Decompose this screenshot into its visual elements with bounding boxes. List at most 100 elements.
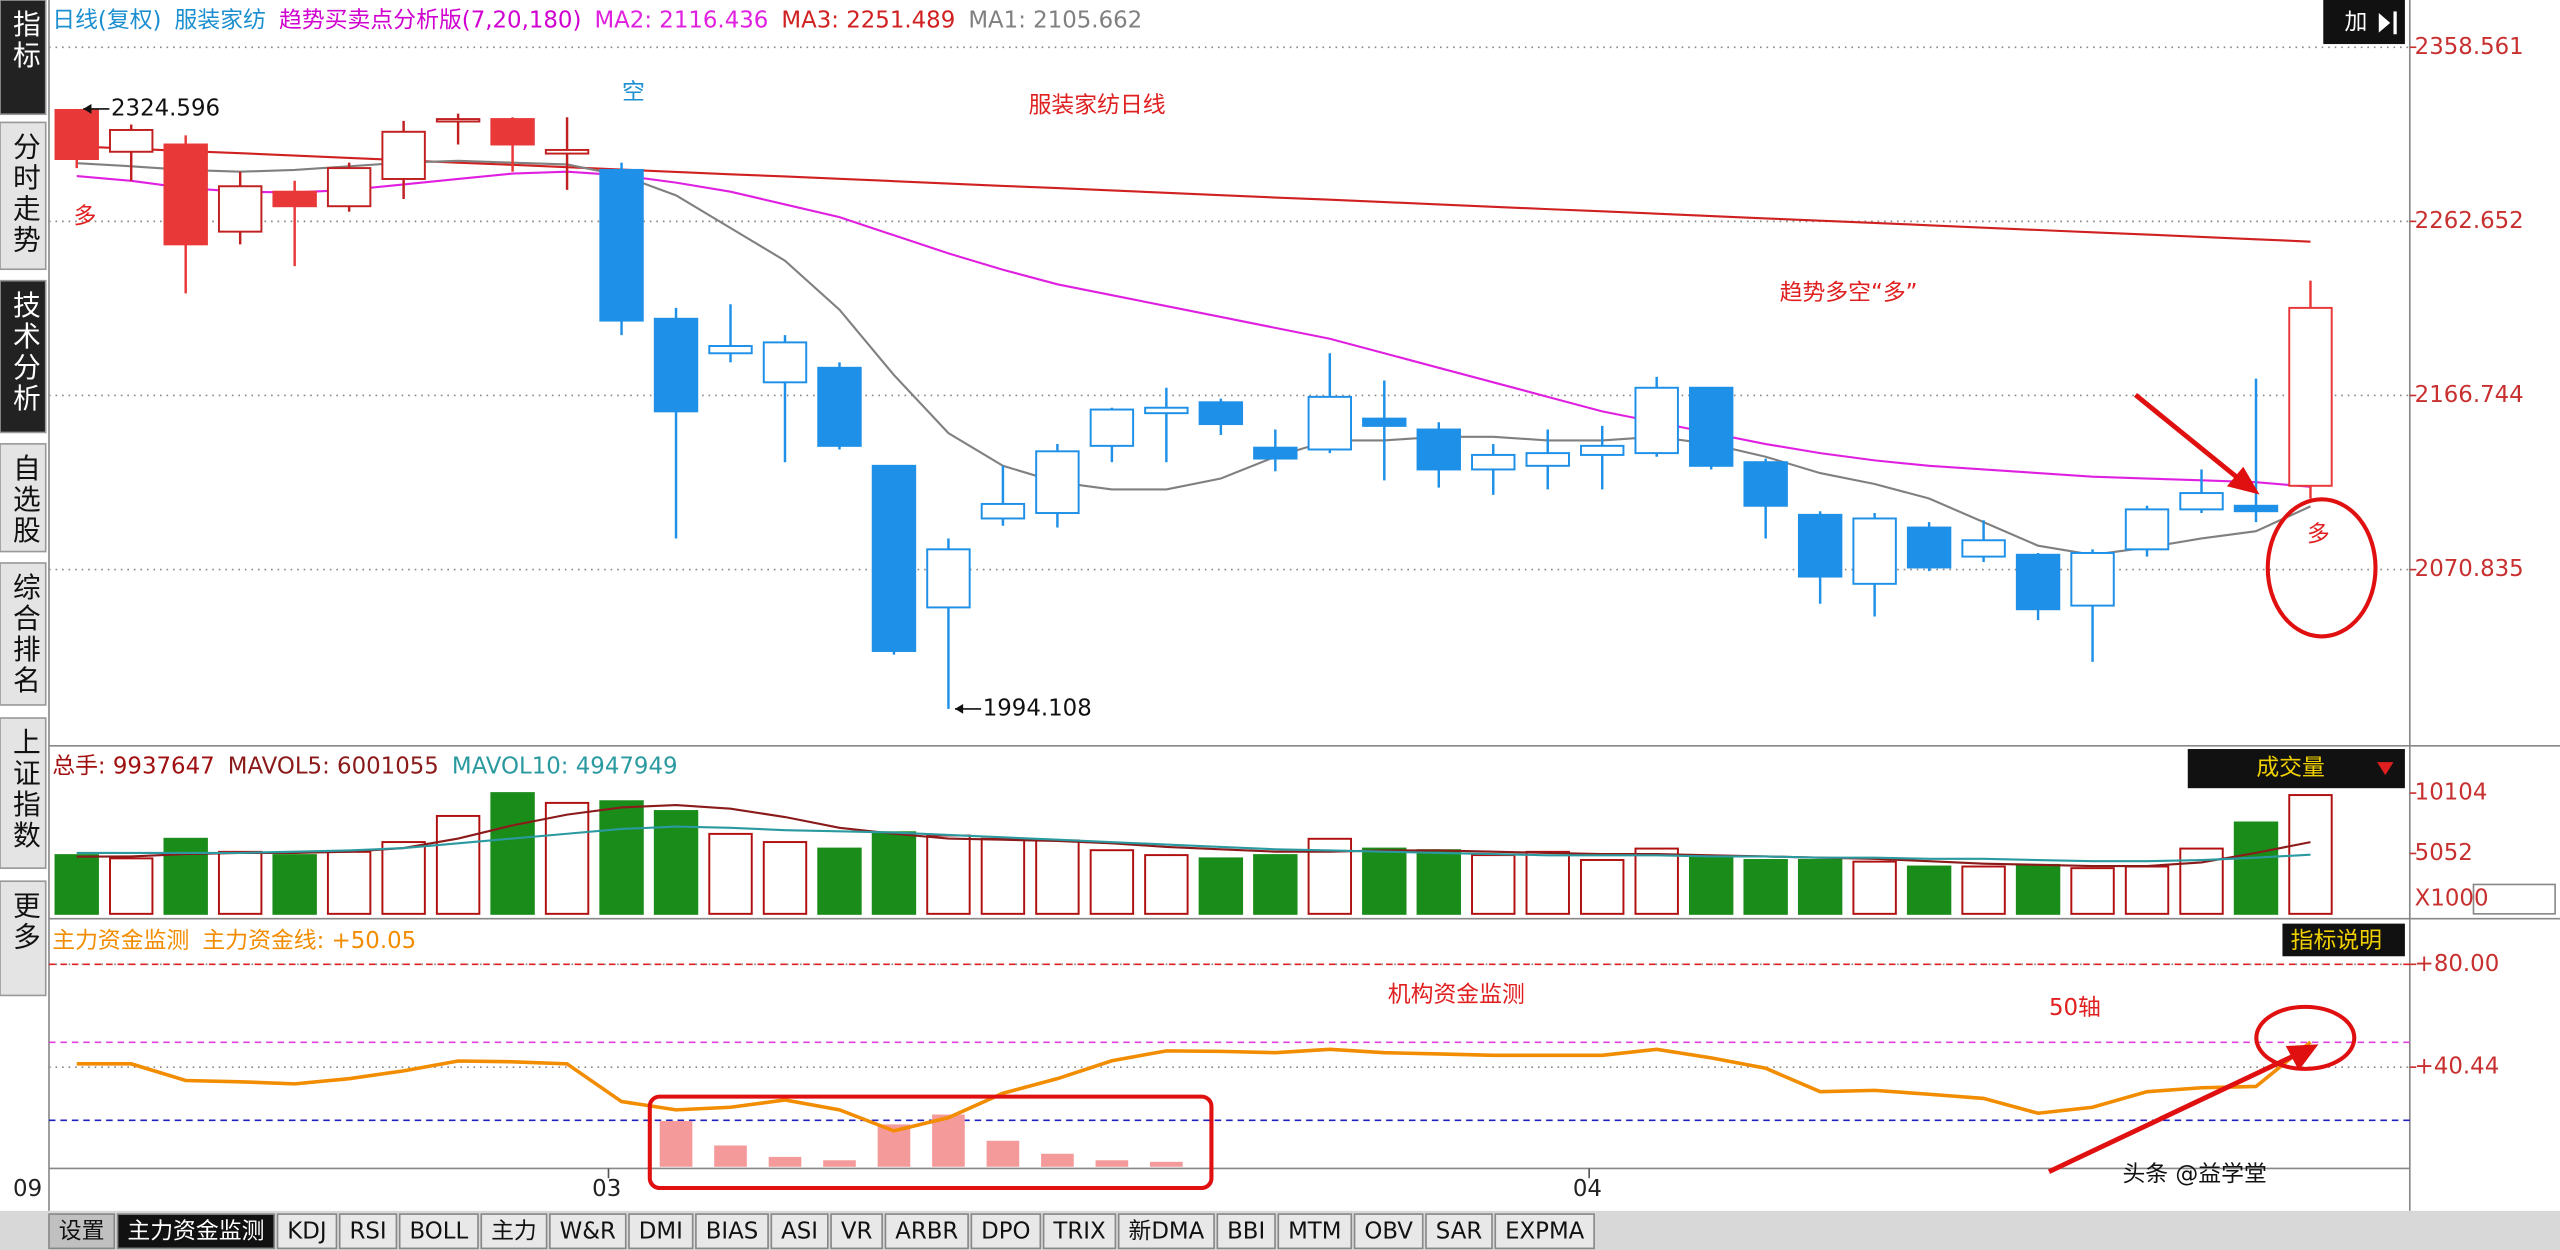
button-bg[interactable] [2282, 923, 2405, 957]
arrow-head [2285, 1044, 2319, 1071]
sidebar-tab-bg[interactable] [0, 562, 47, 706]
highlight-circle [2254, 1004, 2357, 1071]
tab-bg[interactable] [48, 1213, 116, 1250]
tab-bg[interactable] [1353, 1213, 1424, 1250]
volume-bar [1634, 847, 1679, 915]
legend-entry: MAVOL5: 6001055 [228, 753, 439, 779]
sidebar-tab[interactable]: 上证指数 [8, 728, 41, 852]
volume-button[interactable]: 成交量 [2256, 755, 2325, 781]
tab[interactable]: RSI [349, 1219, 386, 1245]
tab-bg[interactable] [1494, 1213, 1595, 1250]
add-button-bg[interactable] [2323, 0, 2405, 45]
add-icon [2378, 13, 2391, 33]
tab[interactable]: 主力 [491, 1219, 537, 1245]
sidebar-tab-bg[interactable] [0, 0, 47, 116]
tab[interactable]: SAR [1436, 1219, 1483, 1245]
volume-bar [217, 850, 263, 915]
tab[interactable]: KDJ [287, 1219, 326, 1245]
sidebar-tab-bg[interactable] [0, 121, 47, 271]
candle-body [1580, 444, 1625, 456]
fund-bar [768, 1156, 802, 1167]
tab[interactable]: BOLL [409, 1219, 468, 1245]
extreme-label: 1994.108 [983, 695, 1092, 721]
tab-bg[interactable] [1216, 1213, 1276, 1250]
volume-bar [2124, 865, 2170, 915]
add-button[interactable]: 加 [2344, 9, 2367, 35]
tab-bg[interactable] [116, 1213, 276, 1250]
volume-bar [599, 800, 644, 915]
candle-body [544, 148, 590, 155]
annotation: 09 [13, 1176, 42, 1202]
tab[interactable]: DPO [981, 1219, 1030, 1245]
tab-bg[interactable] [1425, 1213, 1493, 1250]
candle-body [435, 118, 481, 123]
tab[interactable]: BIAS [706, 1219, 759, 1245]
tab-bg[interactable] [398, 1213, 479, 1250]
candle-body [1198, 401, 1244, 426]
candle-body [1307, 395, 1353, 451]
candle-body [708, 345, 753, 355]
tab[interactable]: 主力资金监测 [127, 1219, 264, 1245]
candle-body [980, 502, 1026, 520]
sidebar-tab-bg[interactable] [0, 279, 47, 434]
sidebar-tab[interactable]: 自选股 [8, 454, 41, 547]
tab-bg[interactable] [1042, 1213, 1117, 1250]
sidebar-tab-bg[interactable] [0, 717, 47, 869]
arrow-head [2226, 466, 2260, 495]
tab[interactable]: VR [841, 1219, 873, 1245]
mavol-line [76, 825, 2311, 863]
tab-bg[interactable] [338, 1213, 398, 1250]
tab-bg[interactable] [1277, 1213, 1353, 1250]
candle-body [1688, 386, 1734, 467]
candle-body [1743, 461, 1788, 507]
candle-body [2124, 508, 2170, 551]
sidebar-tab[interactable]: 分时走势 [8, 132, 41, 256]
fund-bar [823, 1160, 856, 1167]
tab-bg[interactable] [770, 1213, 829, 1250]
volume-bar [326, 850, 372, 915]
tab-bg[interactable] [1117, 1213, 1215, 1250]
extreme-arrow [83, 104, 92, 114]
button-bg[interactable] [2187, 749, 2405, 789]
candle-body [2179, 492, 2224, 511]
tab[interactable]: OBV [1364, 1219, 1413, 1245]
candle-body [109, 128, 154, 153]
candle-body [163, 143, 208, 246]
ma-line [76, 170, 2311, 488]
sidebar-tab[interactable]: 更多 [8, 891, 41, 953]
sidebar-tab[interactable]: 指标 [8, 10, 41, 72]
tab-bg[interactable] [276, 1213, 338, 1250]
candle-body [1634, 386, 1679, 455]
x-tick-label: 03 [592, 1176, 621, 1202]
tab-bg[interactable] [830, 1213, 883, 1250]
tab-bg[interactable] [695, 1213, 769, 1250]
tab[interactable]: W&R [560, 1219, 616, 1245]
tab[interactable]: DMI [639, 1219, 683, 1245]
indicator-button[interactable]: 指标说明 [2291, 928, 2382, 954]
tab-bg[interactable] [480, 1213, 548, 1250]
extreme-label: 2324.596 [111, 95, 220, 121]
candle-body [2233, 504, 2279, 513]
sidebar-tab[interactable]: 技术分析 [8, 290, 41, 414]
tab[interactable]: MTM [1288, 1219, 1341, 1245]
candle-body [381, 130, 426, 180]
tab[interactable]: ASI [781, 1219, 818, 1245]
tab[interactable]: 新DMA [1128, 1219, 1204, 1245]
sidebar-tab-bg[interactable] [0, 880, 47, 997]
candle-body [1525, 452, 1570, 467]
tab[interactable]: BBI [1227, 1219, 1265, 1245]
tab-bg[interactable] [970, 1213, 1042, 1250]
tab[interactable]: 设置 [59, 1219, 105, 1245]
tab[interactable]: TRIX [1052, 1219, 1105, 1245]
candle-body [2015, 553, 2061, 611]
tab-bg[interactable] [628, 1213, 694, 1250]
tab[interactable]: ARBR [895, 1219, 958, 1245]
sidebar-tab-bg[interactable] [0, 443, 47, 553]
volume-bar [1198, 857, 1244, 915]
volume-bar [1580, 859, 1625, 915]
tab[interactable]: EXPMA [1505, 1219, 1585, 1245]
tab-bg[interactable] [549, 1213, 627, 1250]
sidebar-tab[interactable]: 综合排名 [8, 573, 41, 697]
tab-bg[interactable] [884, 1213, 969, 1250]
legend-entry: MA2: 2116.436 [594, 8, 768, 34]
